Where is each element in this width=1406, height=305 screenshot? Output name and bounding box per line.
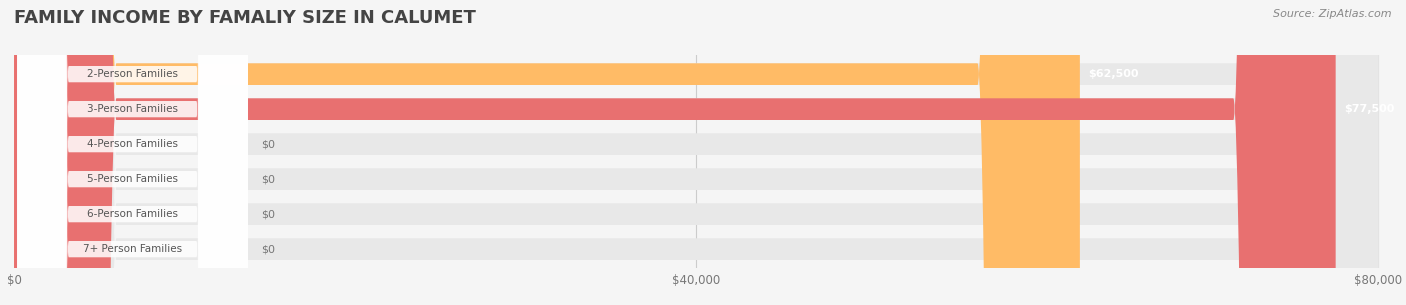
Text: $0: $0 [262, 209, 276, 219]
Text: 6-Person Families: 6-Person Families [87, 209, 179, 219]
Text: $0: $0 [262, 244, 276, 254]
Text: $0: $0 [262, 174, 276, 184]
FancyBboxPatch shape [17, 0, 247, 305]
FancyBboxPatch shape [14, 0, 1378, 305]
FancyBboxPatch shape [17, 0, 247, 305]
Text: $62,500: $62,500 [1088, 69, 1139, 79]
FancyBboxPatch shape [14, 0, 1336, 305]
Text: 7+ Person Families: 7+ Person Families [83, 244, 183, 254]
Text: $0: $0 [262, 139, 276, 149]
FancyBboxPatch shape [14, 0, 1378, 305]
FancyBboxPatch shape [17, 0, 247, 305]
Text: $77,500: $77,500 [1344, 104, 1395, 114]
FancyBboxPatch shape [17, 0, 247, 305]
FancyBboxPatch shape [14, 0, 1080, 305]
FancyBboxPatch shape [14, 0, 1378, 305]
Text: 2-Person Families: 2-Person Families [87, 69, 179, 79]
FancyBboxPatch shape [14, 0, 1378, 305]
Text: FAMILY INCOME BY FAMALIY SIZE IN CALUMET: FAMILY INCOME BY FAMALIY SIZE IN CALUMET [14, 9, 477, 27]
Text: 5-Person Families: 5-Person Families [87, 174, 179, 184]
Text: Source: ZipAtlas.com: Source: ZipAtlas.com [1274, 9, 1392, 19]
Text: 3-Person Families: 3-Person Families [87, 104, 179, 114]
Text: 4-Person Families: 4-Person Families [87, 139, 179, 149]
FancyBboxPatch shape [17, 0, 247, 305]
FancyBboxPatch shape [14, 0, 1378, 305]
FancyBboxPatch shape [17, 0, 247, 305]
FancyBboxPatch shape [14, 0, 1378, 305]
